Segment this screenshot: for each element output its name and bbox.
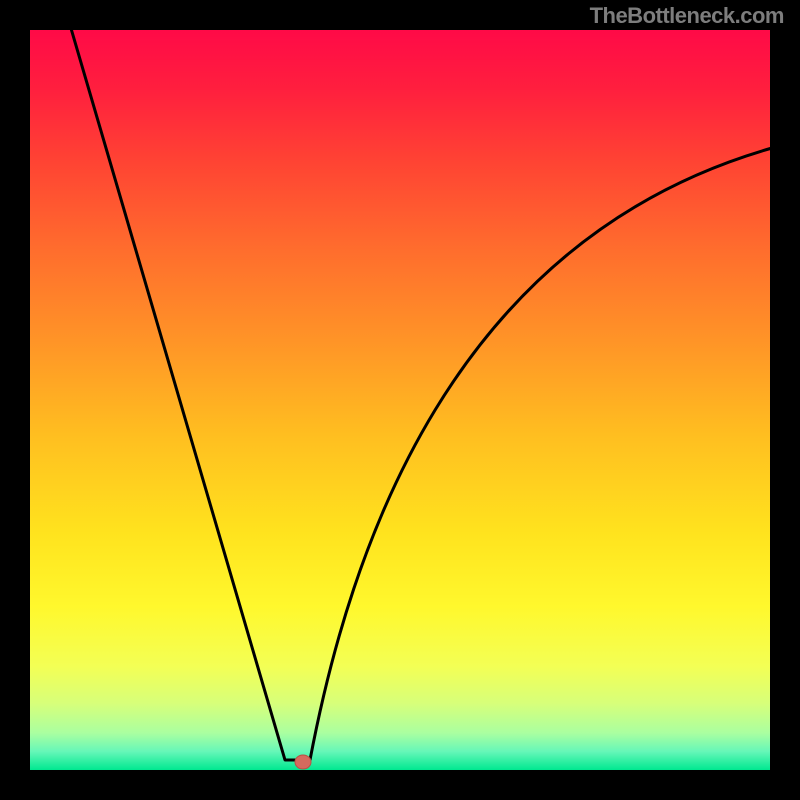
- frame-bottom: [0, 770, 800, 800]
- gradient-background: [30, 30, 770, 770]
- frame-left: [0, 0, 30, 800]
- optimum-marker: [295, 755, 311, 769]
- watermark-text: TheBottleneck.com: [590, 3, 784, 29]
- bottleneck-chart: [0, 0, 800, 800]
- frame-right: [770, 0, 800, 800]
